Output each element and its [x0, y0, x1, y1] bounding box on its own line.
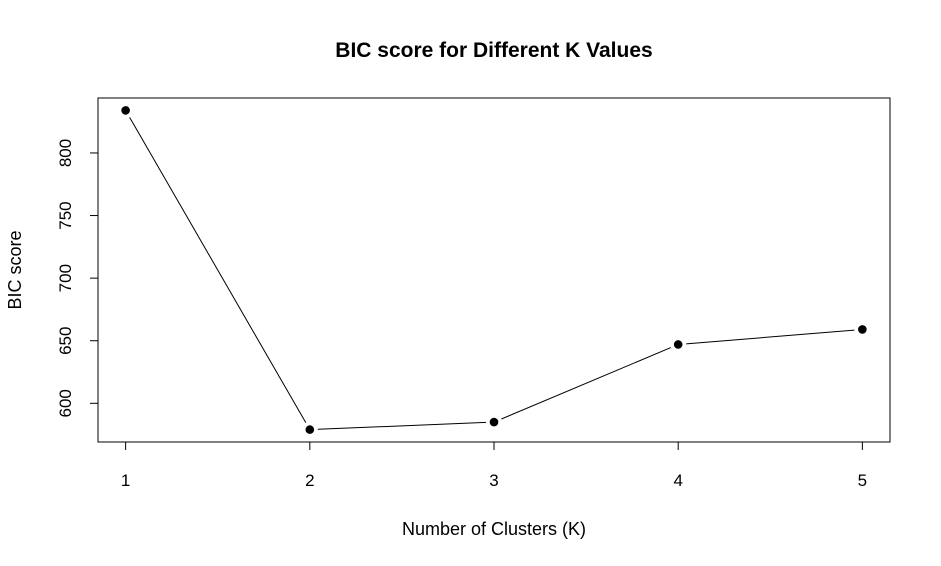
x-tick-label: 3 [489, 471, 498, 490]
data-point [858, 325, 867, 334]
chart-title: BIC score for Different K Values [335, 39, 652, 62]
series-line-segment [686, 329, 855, 345]
series-layer [121, 106, 867, 434]
series-line-segment [317, 421, 487, 430]
y-axis: 600 650 700 750 800 [56, 139, 99, 418]
x-axis: 1 2 3 4 5 [121, 441, 867, 490]
y-tick-label: 800 [56, 139, 75, 167]
x-axis-label: Number of Clusters (K) [402, 519, 586, 539]
y-axis-label: BIC score [5, 230, 25, 309]
y-tick-label: 600 [56, 389, 75, 417]
x-tick-label: 4 [673, 471, 682, 490]
plot-frame [97, 97, 891, 443]
x-tick-label: 1 [121, 471, 130, 490]
series-line-segment [501, 347, 672, 420]
data-point [489, 417, 499, 427]
data-point [673, 340, 683, 349]
x-tick-label: 5 [858, 471, 867, 490]
data-point [305, 425, 315, 434]
series-line-segment [129, 117, 307, 423]
x-tick-label: 2 [305, 471, 314, 490]
data-point [121, 106, 130, 115]
y-tick-label: 650 [56, 327, 75, 355]
y-tick-label: 750 [56, 201, 75, 229]
y-tick-label: 700 [56, 264, 75, 292]
